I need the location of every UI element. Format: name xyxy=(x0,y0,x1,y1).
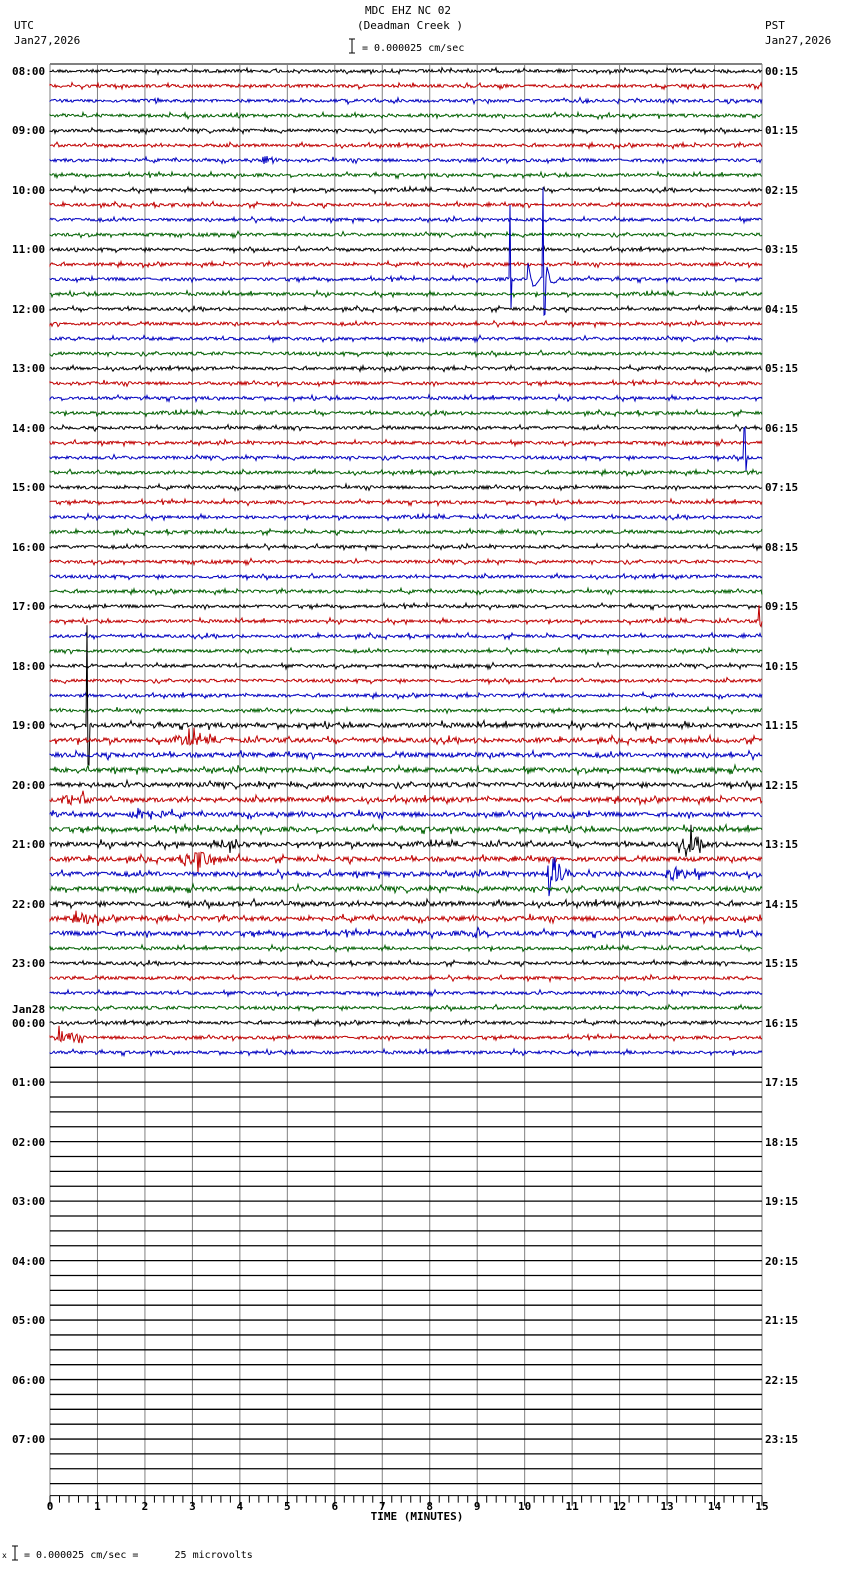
pst-time-label: 19:15 xyxy=(765,1195,799,1209)
x-tick-label: 1 xyxy=(94,1500,101,1513)
utc-time-label: 11:00 xyxy=(12,243,46,257)
x-tick-label: 9 xyxy=(473,1500,481,1513)
utc-time-label: 14:00 xyxy=(12,421,46,435)
utc-time-label: 04:00 xyxy=(12,1254,46,1268)
utc-time-label: 17:00 xyxy=(12,600,46,614)
utc-time-label: 05:00 xyxy=(12,1314,46,1328)
utc-time-label: 12:00 xyxy=(12,302,46,316)
pst-time-label: 10:15 xyxy=(765,659,799,673)
utc-time-label: 22:00 xyxy=(12,897,46,911)
utc-time-label: 18:00 xyxy=(12,659,46,673)
pst-time-label: 13:15 xyxy=(765,838,799,852)
scale-bar-icon xyxy=(349,38,355,54)
utc-time-label: 09:00 xyxy=(12,124,46,138)
pst-label: PST xyxy=(765,19,785,32)
utc-time-label: 01:00 xyxy=(12,1076,46,1090)
scale-text: = 0.000025 cm/sec xyxy=(362,43,465,54)
x-tick-label: 15 xyxy=(755,1500,769,1513)
pst-time-label: 05:15 xyxy=(765,362,799,376)
utc-time-label: 00:00 xyxy=(12,1016,46,1030)
x-tick-label: 10 xyxy=(518,1500,532,1513)
pst-time-label: 07:15 xyxy=(765,481,799,495)
footer-scale-text: = 0.000025 cm/sec = 25 microvolts xyxy=(24,1550,253,1561)
utc-time-label: 19:00 xyxy=(12,719,46,733)
utc-time-label: 06:00 xyxy=(12,1373,46,1387)
utc-date-change-label: Jan28 xyxy=(12,1002,46,1016)
utc-time-label: 02:00 xyxy=(12,1135,46,1149)
utc-time-label: 13:00 xyxy=(12,362,46,376)
pst-time-label: 03:15 xyxy=(765,243,799,257)
pst-time-label: 12:15 xyxy=(765,778,799,792)
pst-time-label: 15:15 xyxy=(765,957,799,971)
pst-time-label: 16:15 xyxy=(765,1016,799,1030)
footer-scale-bar-icon xyxy=(12,1545,18,1561)
pst-time-label: 01:15 xyxy=(765,124,799,138)
pst-time-label: 11:15 xyxy=(765,719,799,733)
x-tick-label: 6 xyxy=(331,1500,339,1513)
pst-time-label: 20:15 xyxy=(765,1254,799,1268)
pst-time-label: 21:15 xyxy=(765,1314,799,1328)
pst-time-label: 18:15 xyxy=(765,1135,799,1149)
pst-time-label: 17:15 xyxy=(765,1076,799,1090)
pst-date: Jan27,2026 xyxy=(765,34,832,47)
station-title: MDC EHZ NC 02 xyxy=(364,4,452,17)
x-tick-label: 4 xyxy=(236,1500,244,1513)
footer-marker: x xyxy=(2,1551,7,1560)
utc-time-label: 20:00 xyxy=(12,778,46,792)
x-tick-label: 5 xyxy=(284,1500,291,1513)
x-tick-label: 0 xyxy=(46,1500,54,1513)
utc-date: Jan27,2026 xyxy=(14,34,81,47)
x-axis-title: TIME (MINUTES) xyxy=(370,1510,464,1523)
utc-time-label: 10:00 xyxy=(12,183,46,197)
utc-label: UTC xyxy=(14,19,34,32)
utc-time-label: 23:00 xyxy=(12,957,46,971)
utc-time-label: 03:00 xyxy=(12,1195,46,1209)
x-tick-label: 13 xyxy=(660,1500,674,1513)
utc-time-label: 15:00 xyxy=(12,481,46,495)
station-name: (Deadman Creek ) xyxy=(357,19,463,32)
pst-time-label: 14:15 xyxy=(765,897,799,911)
utc-time-label: 16:00 xyxy=(12,540,46,554)
pst-time-label: 06:15 xyxy=(765,421,799,435)
pst-time-label: 08:15 xyxy=(765,540,799,554)
x-tick-label: 12 xyxy=(612,1500,627,1513)
pst-time-label: 00:15 xyxy=(765,65,799,78)
x-tick-label: 8 xyxy=(426,1500,434,1513)
x-tick-label: 14 xyxy=(707,1500,722,1513)
utc-time-label: 08:00 xyxy=(12,65,46,78)
pst-time-label: 02:15 xyxy=(765,183,799,197)
pst-time-label: 23:15 xyxy=(765,1433,799,1447)
pst-time-label: 09:15 xyxy=(765,600,799,614)
utc-time-label: 21:00 xyxy=(12,838,46,852)
pst-time-label: 04:15 xyxy=(765,302,799,316)
x-tick-label: 2 xyxy=(141,1500,149,1513)
utc-time-label: 07:00 xyxy=(12,1433,46,1447)
x-tick-label: 7 xyxy=(378,1500,386,1513)
x-tick-label: 3 xyxy=(189,1500,196,1513)
pst-time-label: 22:15 xyxy=(765,1373,799,1387)
x-tick-label: 11 xyxy=(565,1500,579,1513)
